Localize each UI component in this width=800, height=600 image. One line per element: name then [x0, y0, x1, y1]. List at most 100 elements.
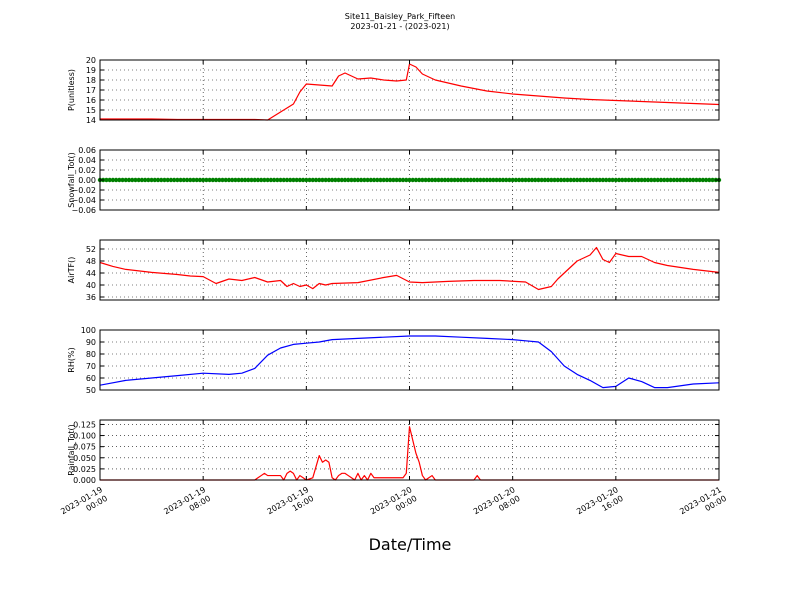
- data-point: [523, 177, 528, 183]
- y-tick-label: 40: [86, 281, 96, 290]
- y-tick-label: 0.02: [78, 166, 96, 175]
- data-point: [113, 177, 119, 183]
- data-point: [194, 177, 199, 183]
- data-point: [142, 177, 148, 183]
- y-tick-label: 100: [81, 326, 96, 335]
- data-point: [436, 177, 441, 183]
- data-point: [104, 177, 109, 183]
- data-point: [358, 177, 364, 183]
- data-point: [371, 177, 377, 183]
- data-point: [471, 177, 477, 183]
- data-point: [703, 177, 709, 183]
- data-point: [507, 177, 512, 183]
- x-axis-label: Date/Time: [369, 535, 452, 554]
- data-point: [700, 177, 706, 183]
- data-point: [184, 177, 190, 183]
- data-point: [681, 177, 686, 183]
- y-tick-label: 15: [86, 106, 96, 115]
- data-line: [99, 335, 720, 389]
- y-tick-label: −0.02: [71, 186, 96, 195]
- data-point: [123, 177, 128, 183]
- data-point: [597, 177, 602, 183]
- data-point: [384, 177, 390, 183]
- data-point: [136, 177, 141, 183]
- data-point: [529, 177, 535, 183]
- data-point: [481, 177, 486, 183]
- data-point: [632, 177, 638, 183]
- data-point: [375, 177, 380, 183]
- data-point: [478, 177, 483, 183]
- data-point: [697, 177, 702, 183]
- data-point: [339, 177, 344, 183]
- data-point: [545, 177, 551, 183]
- data-point: [333, 177, 338, 183]
- data-point: [404, 177, 409, 183]
- chart-title-line1: Site11_Baisley_Park_Fifteen: [345, 12, 455, 21]
- data-point: [694, 177, 699, 183]
- data-point: [387, 177, 393, 183]
- data-point: [152, 177, 158, 183]
- data-point: [661, 177, 667, 183]
- data-point: [542, 177, 548, 183]
- data-point: [426, 177, 432, 183]
- data-point: [320, 177, 325, 183]
- y-tick-label: 50: [86, 386, 96, 395]
- y-tick-label: 60: [86, 374, 96, 383]
- data-point: [155, 177, 161, 183]
- data-point: [587, 177, 593, 183]
- data-point: [394, 177, 399, 183]
- y-tick-label: 0.025: [73, 465, 96, 474]
- data-point: [520, 177, 525, 183]
- data-point: [610, 177, 615, 183]
- data-point: [220, 177, 225, 183]
- data-point: [594, 177, 599, 183]
- y-axis-label: RH(%): [67, 347, 76, 372]
- data-point: [317, 177, 322, 183]
- y-tick-label: 0.050: [73, 454, 96, 463]
- y-tick-label: 48: [86, 257, 96, 266]
- data-point: [281, 177, 286, 183]
- data-point: [429, 177, 435, 183]
- data-point: [130, 177, 135, 183]
- data-point: [326, 177, 332, 183]
- data-point: [236, 177, 241, 183]
- data-point: [265, 177, 270, 183]
- data-point: [268, 177, 274, 183]
- data-point: [204, 177, 209, 183]
- data-line: [100, 426, 719, 481]
- data-point: [397, 177, 403, 183]
- data-point: [652, 177, 657, 183]
- y-tick-label: 70: [86, 362, 96, 371]
- data-point: [420, 177, 425, 183]
- data-point: [107, 177, 112, 183]
- subplot-5: 0.000 0.025 0.050 0.075 0.100 0.125Rainfall_T…: [67, 419, 720, 485]
- data-point: [584, 177, 590, 183]
- data-point: [207, 177, 212, 183]
- data-point: [671, 177, 677, 183]
- data-point: [655, 177, 660, 183]
- data-point: [571, 177, 577, 183]
- data-point: [574, 177, 580, 183]
- data-point: [484, 177, 490, 183]
- data-point: [568, 177, 573, 183]
- data-point: [497, 177, 502, 183]
- data-point: [552, 177, 557, 183]
- data-point: [504, 177, 509, 183]
- data-point: [513, 177, 519, 183]
- data-point: [684, 177, 689, 183]
- data-point: [439, 177, 444, 183]
- data-point: [323, 177, 328, 183]
- data-point: [307, 177, 312, 183]
- data-point: [658, 177, 664, 183]
- data-point: [304, 177, 309, 183]
- data-line: [99, 246, 720, 291]
- data-point: [300, 177, 306, 183]
- y-axis-label: Snowfall_Tot(): [67, 152, 76, 208]
- data-point: [581, 177, 586, 183]
- data-point: [133, 177, 138, 183]
- data-point: [278, 177, 283, 183]
- data-point: [707, 177, 712, 183]
- data-point: [603, 177, 609, 183]
- y-tick-label: −0.04: [71, 196, 96, 205]
